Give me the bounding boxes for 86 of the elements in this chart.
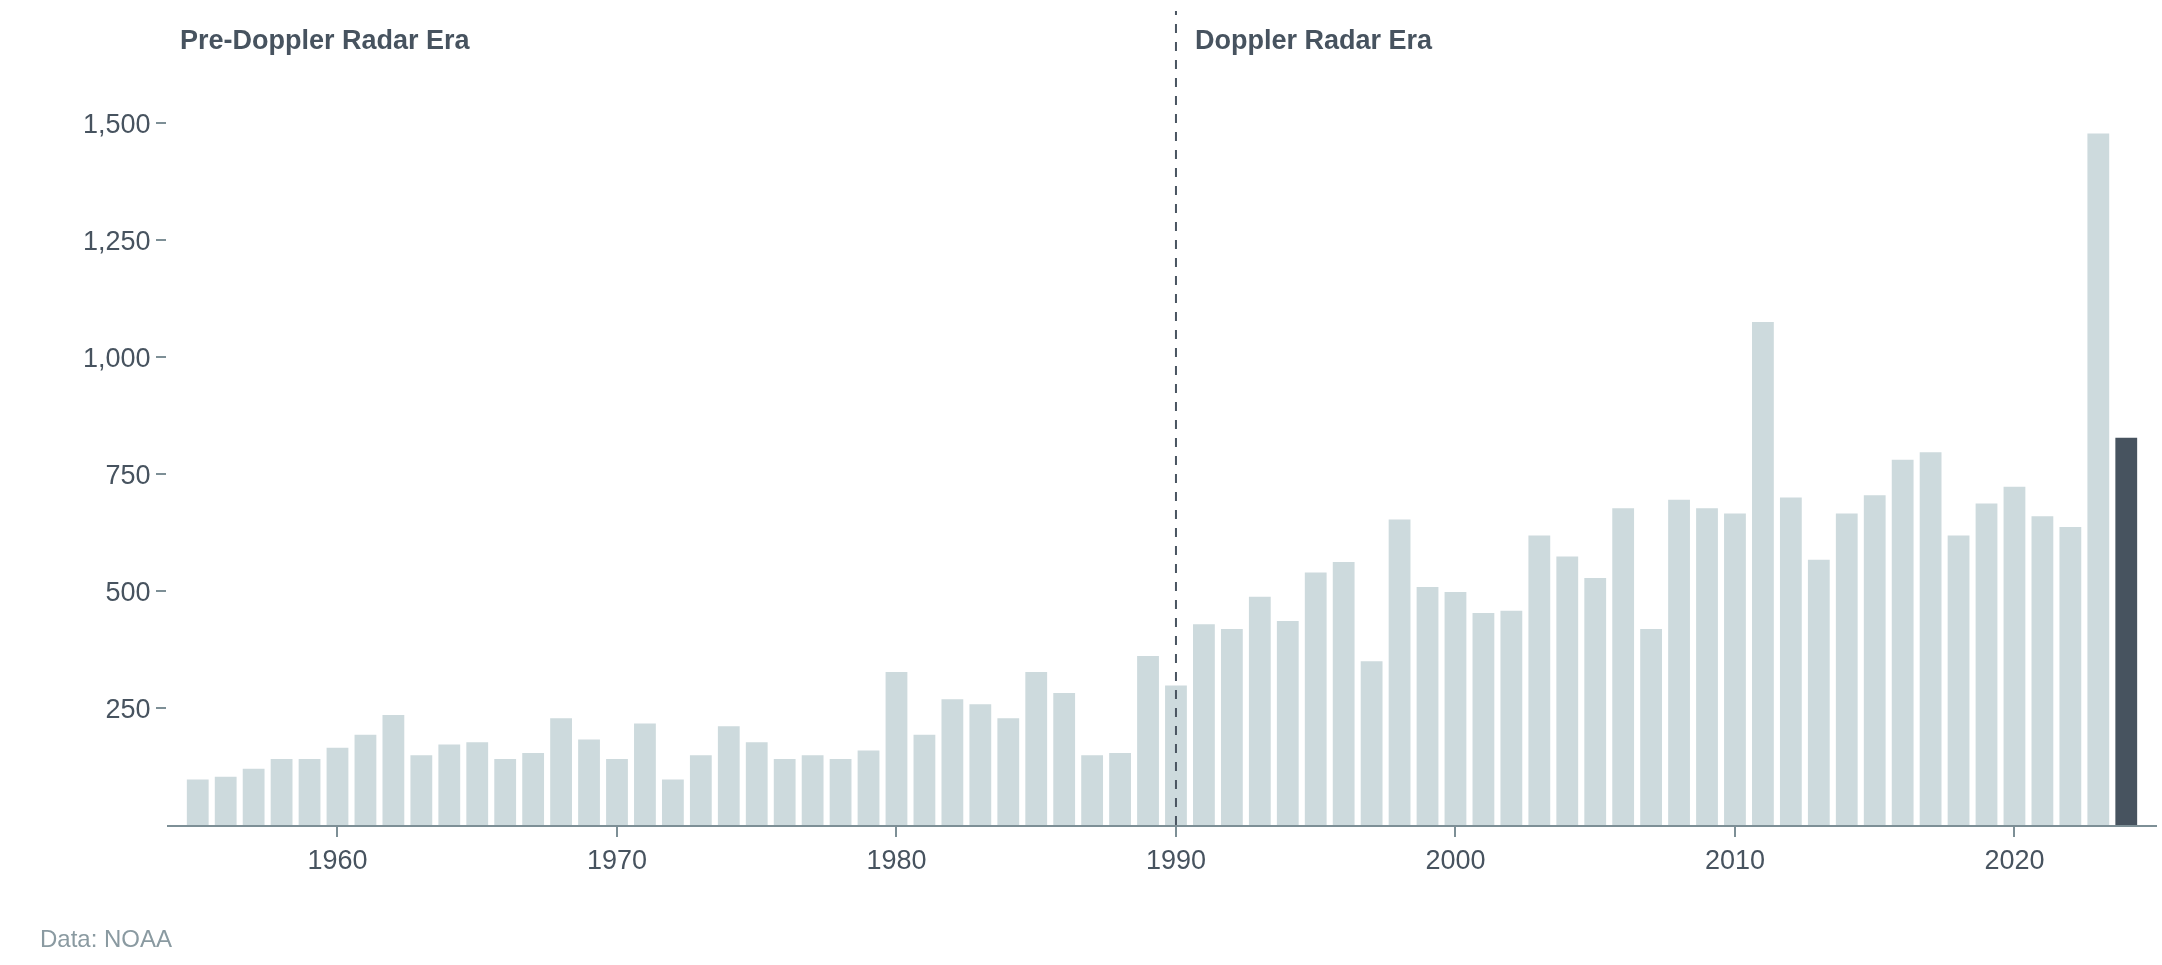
text: Data: NOAA	[40, 925, 173, 952]
bar	[1360, 661, 1383, 825]
bar	[466, 742, 489, 825]
bar	[1025, 672, 1048, 825]
bar	[522, 752, 545, 825]
y-tick-label: 250	[105, 693, 151, 724]
bar	[941, 699, 964, 825]
bar	[1248, 596, 1271, 825]
annotation: Pre-Doppler Radar Era	[180, 25, 471, 55]
bar	[242, 768, 265, 825]
x-tick-label: 1960	[307, 845, 368, 876]
bar	[1612, 508, 1635, 825]
bar	[1444, 592, 1467, 825]
bar	[857, 750, 880, 825]
bar	[773, 759, 796, 825]
bar	[1472, 613, 1495, 825]
bar	[1696, 508, 1718, 825]
bar	[1752, 322, 1774, 825]
bar	[1807, 559, 1830, 825]
bar	[689, 755, 712, 825]
x-tick-label: 2000	[1425, 845, 1486, 876]
bar	[1304, 572, 1327, 825]
x-tick-label: 1990	[1145, 845, 1207, 876]
bar	[2115, 437, 2138, 825]
bar	[2059, 527, 2082, 825]
bar	[1556, 556, 1579, 825]
bar	[1053, 693, 1076, 825]
bar	[997, 718, 1020, 825]
bar	[1947, 535, 1970, 825]
x-tick-label: 1970	[586, 845, 648, 876]
bar	[1276, 621, 1299, 825]
bar	[634, 723, 656, 825]
bar	[354, 734, 377, 825]
bar	[1388, 519, 1411, 825]
bar	[270, 759, 293, 825]
bar	[1528, 535, 1551, 825]
bar	[298, 759, 321, 825]
bar	[1109, 752, 1131, 825]
bar	[1137, 656, 1159, 825]
bar	[829, 759, 852, 825]
bar	[2031, 516, 2054, 825]
y-tick-label: 750	[105, 459, 151, 490]
bar	[1975, 503, 1998, 825]
bar	[1919, 452, 1942, 825]
bar	[410, 755, 433, 825]
bar	[1891, 459, 1914, 825]
bar	[1220, 628, 1243, 825]
bar	[661, 779, 684, 825]
bar	[2087, 133, 2110, 825]
bar	[745, 742, 768, 825]
bar	[1500, 610, 1523, 825]
bar	[606, 759, 628, 825]
bar	[494, 759, 517, 825]
x-tick-label: 1980	[866, 845, 927, 876]
bar	[913, 734, 936, 825]
bar	[550, 718, 572, 825]
bar	[214, 776, 237, 825]
bar	[1779, 497, 1802, 825]
bar	[1863, 495, 1886, 825]
bar	[186, 779, 209, 825]
bar	[2003, 486, 2026, 825]
bar	[1081, 755, 1104, 825]
bar	[717, 726, 740, 825]
bar	[1416, 586, 1439, 825]
y-tick-label: 1,250	[83, 225, 151, 256]
bar	[1165, 685, 1187, 825]
bar	[1332, 562, 1355, 825]
bar	[885, 672, 908, 825]
bar	[969, 704, 992, 825]
bar	[1584, 577, 1607, 825]
bar	[1193, 624, 1215, 825]
y-tick-label: 1,500	[83, 108, 151, 139]
bar	[326, 747, 349, 825]
bar	[382, 715, 405, 825]
y-tick-label: 500	[105, 576, 151, 607]
bar	[1640, 628, 1663, 825]
bar	[1724, 513, 1746, 825]
x-tick-label: 2020	[1984, 845, 2045, 876]
x-tick-label: 2010	[1704, 845, 1765, 876]
bar	[438, 744, 461, 825]
annotation: Doppler Radar Era	[1195, 25, 1434, 55]
bar	[1668, 499, 1690, 825]
bar	[1835, 513, 1858, 825]
bar	[578, 739, 600, 825]
y-tick-label: 1,000	[83, 342, 151, 373]
bar	[801, 755, 824, 825]
